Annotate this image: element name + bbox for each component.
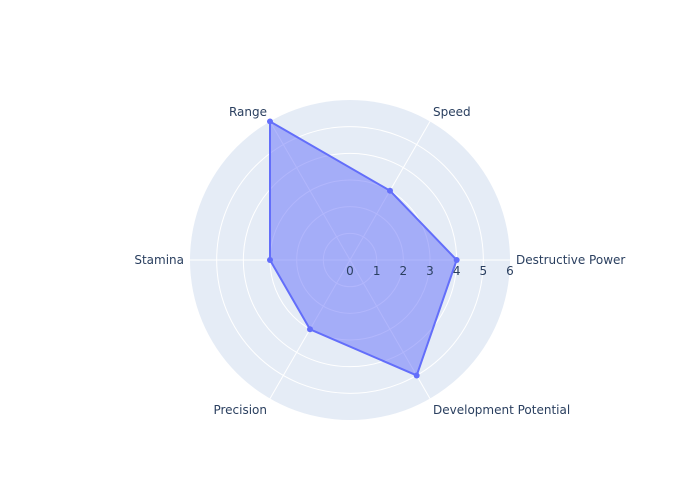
radial-tick-label: 1 (373, 264, 381, 278)
radial-tick-label: 0 (346, 264, 354, 278)
radial-tick-label: 5 (480, 264, 488, 278)
series-layer (267, 118, 460, 379)
data-point-development-potential[interactable] (413, 372, 420, 379)
radial-tick-label: 4 (453, 264, 461, 278)
radial-tick-label: 6 (506, 264, 514, 278)
data-point-speed[interactable] (387, 187, 393, 194)
axis-label-destructive-power: Destructive Power (516, 253, 625, 267)
axis-label-stamina: Stamina (134, 253, 184, 267)
data-point-range[interactable] (267, 118, 273, 125)
axis-label-range: Range (229, 105, 267, 119)
data-point-stamina[interactable] (267, 257, 273, 263)
axis-label-speed: Speed (433, 105, 471, 119)
radial-tick-label: 3 (426, 264, 434, 278)
data-point-precision[interactable] (307, 326, 313, 333)
data-point-destructive-power[interactable] (453, 257, 460, 263)
axis-label-precision: Precision (213, 403, 267, 417)
radial-tick-label: 2 (400, 264, 408, 278)
axis-label-development-potential: Development Potential (433, 403, 570, 417)
